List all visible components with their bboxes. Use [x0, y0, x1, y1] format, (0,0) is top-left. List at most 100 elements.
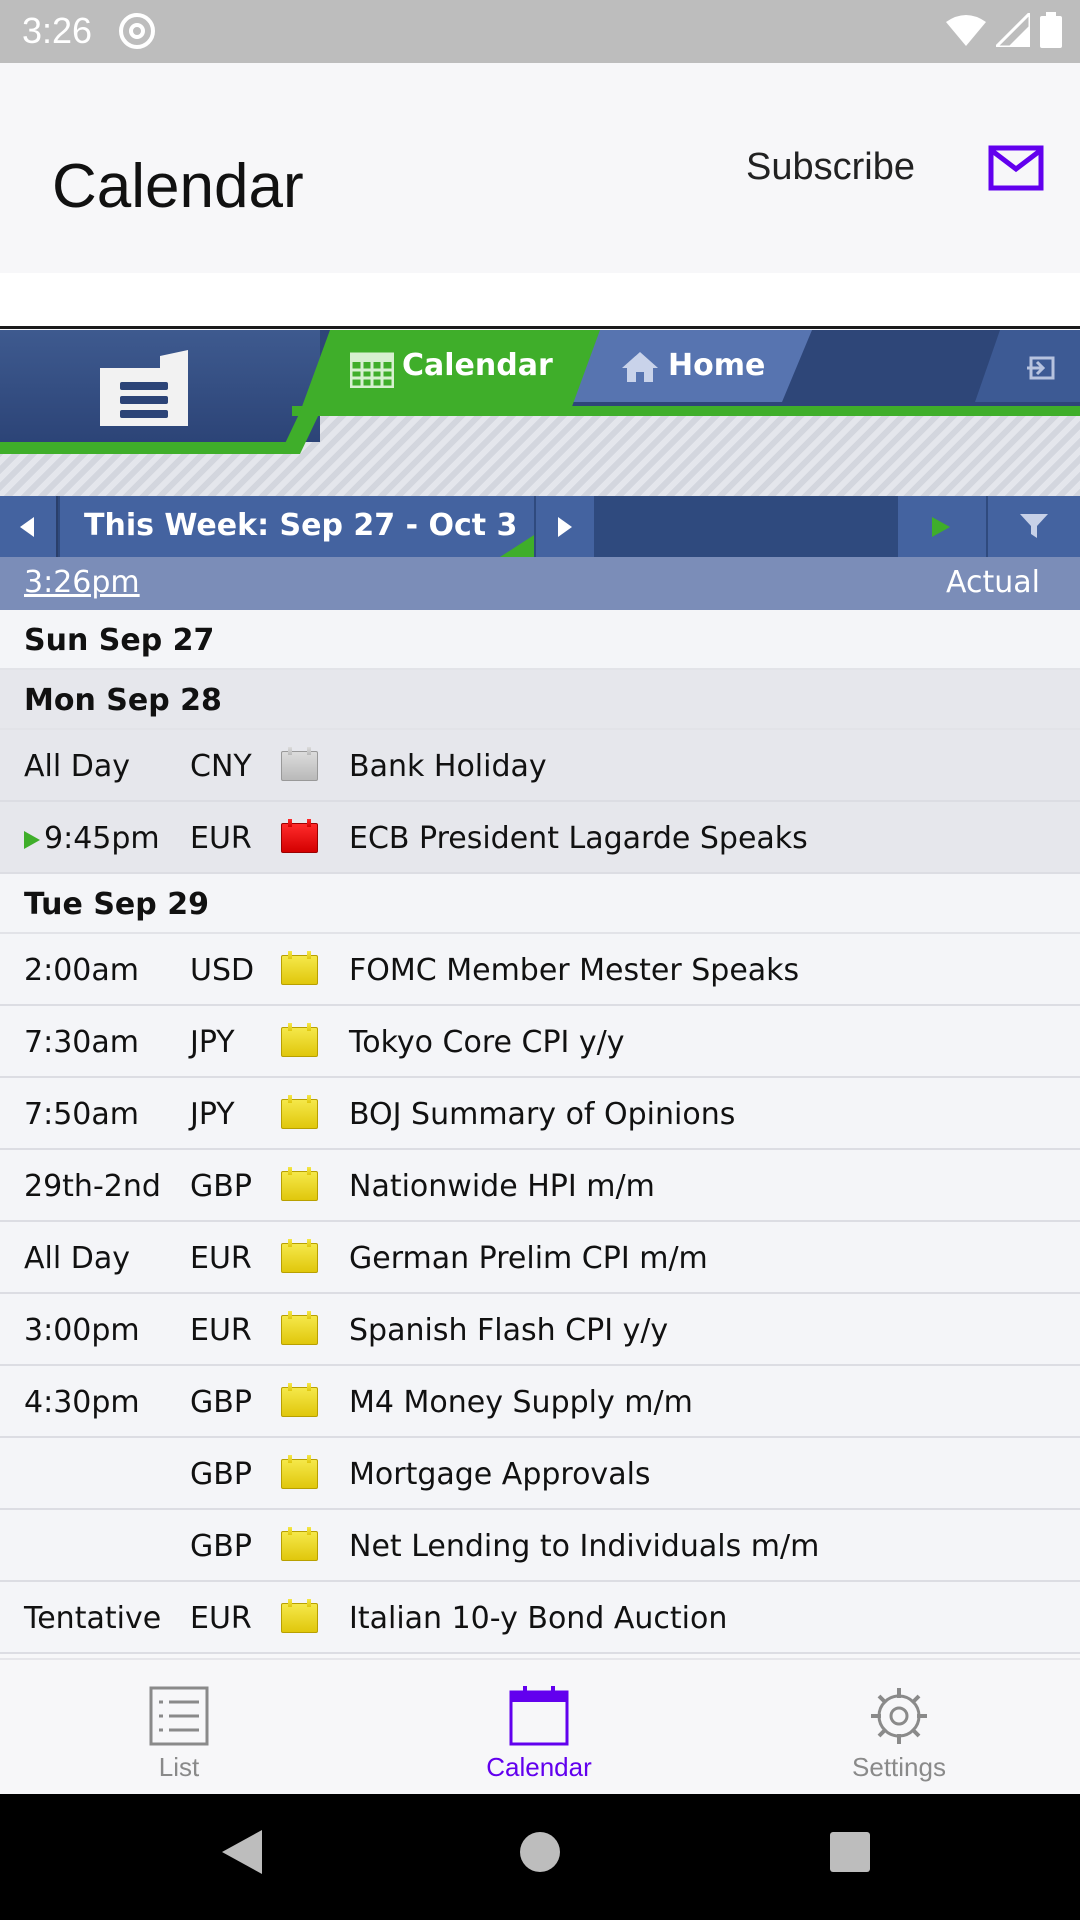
nav-calendar-label: Calendar [486, 1752, 592, 1782]
nav-calendar[interactable]: Calendar [439, 1660, 639, 1796]
divider [0, 273, 1080, 329]
event-row[interactable]: GBP Mortgage Approvals [0, 1438, 1080, 1510]
event-currency: JPY [190, 1025, 235, 1060]
tab-home[interactable]: Home [560, 330, 812, 402]
app-bar: Calendar Subscribe [0, 63, 1080, 273]
impact-folder-icon[interactable] [281, 819, 318, 853]
menu-button[interactable] [0, 330, 320, 442]
home-icon [622, 352, 658, 382]
event-currency: USD [190, 953, 255, 988]
impact-folder-icon[interactable] [281, 1527, 318, 1561]
web-header: Home Calendar [0, 330, 1080, 496]
event-currency: EUR [190, 821, 252, 856]
event-time: 3:00pm [24, 1313, 140, 1348]
event-time: 2:00am [24, 953, 139, 988]
impact-folder-icon[interactable] [281, 1239, 318, 1273]
nav-list-label: List [158, 1752, 200, 1782]
day-header: Mon Sep 28 [0, 670, 1080, 730]
event-currency: EUR [190, 1313, 252, 1348]
arrow-right-icon [558, 517, 572, 537]
week-label: This Week: Sep 27 - Oct 3 [84, 508, 518, 543]
nav-list[interactable]: List [79, 1660, 279, 1796]
event-currency: GBP [190, 1169, 252, 1204]
event-row[interactable]: 4:30pm GBP M4 Money Supply m/m [0, 1366, 1080, 1438]
event-title: Tokyo Core CPI y/y [349, 1025, 625, 1060]
event-row[interactable]: 3:00pm EUR Spanish Flash CPI y/y [0, 1294, 1080, 1366]
event-time: 4:30pm [24, 1385, 140, 1420]
event-currency: GBP [190, 1385, 252, 1420]
event-title: Spanish Flash CPI y/y [349, 1313, 669, 1348]
event-title: Net Lending to Individuals m/m [349, 1529, 820, 1564]
event-currency: EUR [190, 1241, 252, 1276]
battery-icon [1040, 12, 1062, 48]
event-time: Tentative [24, 1601, 162, 1636]
impact-folder-icon[interactable] [281, 747, 318, 781]
time-bar: 3:26pm Actual [0, 557, 1080, 610]
week-selector[interactable]: This Week: Sep 27 - Oct 3 [60, 496, 534, 557]
event-title: BOJ Summary of Opinions [349, 1097, 736, 1132]
status-icons [946, 12, 1062, 48]
event-title: M4 Money Supply m/m [349, 1385, 693, 1420]
event-row[interactable]: All Day CNY Bank Holiday [0, 730, 1080, 802]
event-row[interactable]: 7:50am JPY BOJ Summary of Opinions [0, 1078, 1080, 1150]
impact-folder-icon[interactable] [281, 1095, 318, 1129]
impact-folder-icon[interactable] [281, 1311, 318, 1345]
impact-folder-icon[interactable] [281, 1599, 318, 1633]
nav-settings-label: Settings [852, 1752, 946, 1782]
previous-week-button[interactable] [0, 496, 58, 557]
tab-calendar-label: Calendar [402, 348, 553, 383]
recents-button[interactable] [830, 1832, 870, 1872]
system-navigation-bar [0, 1794, 1080, 1920]
next-week-button[interactable] [536, 496, 594, 557]
event-title: German Prelim CPI m/m [349, 1241, 708, 1276]
jump-to-next-event-button[interactable] [898, 496, 986, 557]
day-header: Tue Sep 29 [0, 874, 1080, 934]
event-time: 7:30am [24, 1025, 139, 1060]
wifi-icon [946, 15, 986, 46]
accent-stripe [0, 442, 292, 454]
event-time: 9:45pm [44, 821, 160, 856]
current-time-link[interactable]: 3:26pm [24, 565, 140, 600]
accent-stripe [292, 406, 1080, 416]
filter-icon [1020, 514, 1048, 538]
mail-icon[interactable] [988, 145, 1044, 191]
event-title: Italian 10-y Bond Auction [349, 1601, 728, 1636]
event-row[interactable]: 29th-2nd GBP Nationwide HPI m/m [0, 1150, 1080, 1222]
tab-calendar[interactable]: Calendar [300, 330, 600, 412]
subscribe-button[interactable]: Subscribe [746, 146, 915, 188]
home-button[interactable] [520, 1832, 560, 1872]
event-title: ECB President Lagarde Speaks [349, 821, 808, 856]
event-currency: GBP [190, 1529, 252, 1564]
exit-icon [1027, 356, 1055, 380]
event-row[interactable]: 7:30am JPY Tokyo Core CPI y/y [0, 1006, 1080, 1078]
day-label: Tue Sep 29 [24, 887, 209, 922]
nav-settings[interactable]: Settings [799, 1660, 999, 1796]
tab-home-label: Home [668, 348, 766, 383]
event-row[interactable]: All Day EUR German Prelim CPI m/m [0, 1222, 1080, 1294]
next-event-marker-icon [24, 831, 40, 849]
event-currency: CNY [190, 749, 252, 784]
event-row[interactable]: 2:00am USD FOMC Member Mester Speaks [0, 934, 1080, 1006]
event-time: 7:50am [24, 1097, 139, 1132]
event-row[interactable]: Tentative EUR Italian 10-y Bond Auction [0, 1582, 1080, 1654]
back-icon[interactable] [222, 1830, 262, 1874]
play-icon [932, 517, 950, 537]
event-list: Sun Sep 27 Mon Sep 28 All Day CNY Bank Holid… [0, 610, 1080, 1658]
impact-folder-icon[interactable] [281, 1455, 318, 1489]
page-title: Calendar [52, 152, 304, 221]
event-time: All Day [24, 749, 130, 784]
day-label: Mon Sep 28 [24, 683, 222, 718]
event-currency: GBP [190, 1457, 252, 1492]
list-icon [149, 1686, 209, 1746]
menu-icon [100, 350, 188, 426]
event-row[interactable]: GBP Net Lending to Individuals m/m [0, 1510, 1080, 1582]
event-time: All Day [24, 1241, 130, 1276]
calendar-grid-icon [350, 352, 394, 388]
impact-folder-icon[interactable] [281, 1023, 318, 1057]
impact-folder-icon[interactable] [281, 1383, 318, 1417]
filter-button[interactable] [988, 496, 1080, 557]
impact-folder-icon[interactable] [281, 1167, 318, 1201]
signal-icon [996, 13, 1030, 47]
event-row[interactable]: 9:45pm EUR ECB President Lagarde Speaks [0, 802, 1080, 874]
impact-folder-icon[interactable] [281, 951, 318, 985]
